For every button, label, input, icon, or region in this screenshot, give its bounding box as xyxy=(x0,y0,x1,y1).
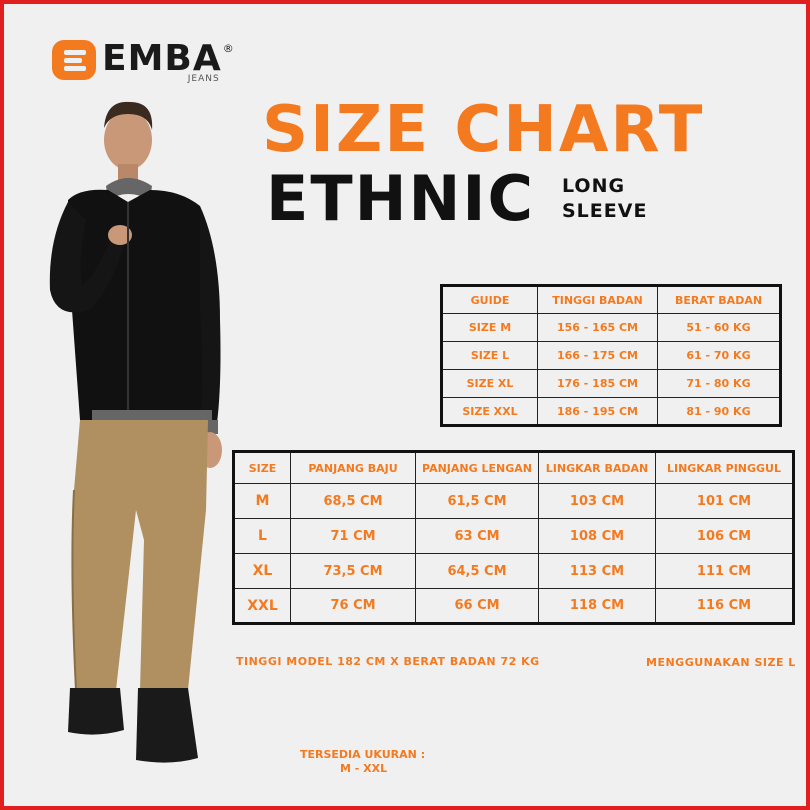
size-cell: 103 CM xyxy=(538,483,656,519)
size-cell: 116 CM xyxy=(655,588,794,624)
product-name: ETHNIC xyxy=(266,162,535,235)
guide-header-row: GUIDE TINGGI BADAN BERAT BADAN xyxy=(441,285,781,314)
size-cell: 71 CM xyxy=(290,518,416,554)
guide-cell: 71 - 80 KG xyxy=(657,369,781,398)
guide-header-cell: TINGGI BADAN xyxy=(537,285,658,314)
emba-logo-icon xyxy=(52,40,96,80)
variant-line-2: SLEEVE xyxy=(562,200,648,222)
size-table: SIZE PANJANG BAJU PANJANG LENGAN LINGKAR… xyxy=(232,450,795,625)
size-cell: 66 CM xyxy=(415,588,539,624)
size-cell: XXL xyxy=(233,588,291,624)
brand-logo: EMBA ® JEANS xyxy=(52,38,234,84)
size-header-cell: SIZE xyxy=(233,451,291,484)
guide-cell: 61 - 70 KG xyxy=(657,341,781,370)
size-cell: M xyxy=(233,483,291,519)
size-cell: 118 CM xyxy=(538,588,656,624)
size-header-cell: PANJANG BAJU xyxy=(290,451,416,484)
variant-line-1: LONG xyxy=(562,175,626,197)
available-sizes-range: M - XXL xyxy=(340,762,388,775)
size-cell: L xyxy=(233,518,291,554)
size-cell: 68,5 CM xyxy=(290,483,416,519)
size-row: XXL 76 CM 66 CM 118 CM 116 CM xyxy=(233,588,794,624)
size-header-cell: PANJANG LENGAN xyxy=(415,451,539,484)
model-measurement-note: TINGGI MODEL 182 CM X BERAT BADAN 72 KG xyxy=(236,655,540,668)
guide-cell: 166 - 175 CM xyxy=(537,341,658,370)
available-sizes-note: TERSEDIA UKURAN : M - XXL xyxy=(300,748,425,776)
guide-cell: SIZE M xyxy=(441,313,538,342)
guide-cell: 51 - 60 KG xyxy=(657,313,781,342)
size-cell: 76 CM xyxy=(290,588,416,624)
size-row: L 71 CM 63 CM 108 CM 106 CM xyxy=(233,518,794,554)
size-header-cell: LINGKAR PINGGUL xyxy=(655,451,794,484)
size-used-note: MENGGUNAKAN SIZE L xyxy=(646,656,796,669)
brand-name: EMBA xyxy=(102,38,222,79)
guide-row: SIZE XXL 186 - 195 CM 81 - 90 KG xyxy=(441,397,781,426)
size-row: M 68,5 CM 61,5 CM 103 CM 101 CM xyxy=(233,483,794,519)
size-cell: 106 CM xyxy=(655,518,794,554)
size-cell: 63 CM xyxy=(415,518,539,554)
size-cell: 101 CM xyxy=(655,483,794,519)
page-title: SIZE CHART xyxy=(262,93,705,167)
size-header-cell: LINGKAR BADAN xyxy=(538,451,656,484)
available-sizes-label: TERSEDIA UKURAN : xyxy=(300,748,426,761)
size-cell: 61,5 CM xyxy=(415,483,539,519)
size-cell: 113 CM xyxy=(538,553,656,589)
size-cell: 111 CM xyxy=(655,553,794,589)
size-cell: 108 CM xyxy=(538,518,656,554)
size-cell: 64,5 CM xyxy=(415,553,539,589)
guide-cell: SIZE L xyxy=(441,341,538,370)
guide-cell: 176 - 185 CM xyxy=(537,369,658,398)
model-photo xyxy=(49,101,222,763)
guide-cell: SIZE XXL xyxy=(441,397,538,426)
registered-mark: ® xyxy=(222,42,234,55)
guide-cell: SIZE XL xyxy=(441,369,538,398)
guide-header-cell: BERAT BADAN xyxy=(657,285,781,314)
guide-cell: 81 - 90 KG xyxy=(657,397,781,426)
guide-cell: 156 - 165 CM xyxy=(537,313,658,342)
size-cell: 73,5 CM xyxy=(290,553,416,589)
size-header-row: SIZE PANJANG BAJU PANJANG LENGAN LINGKAR… xyxy=(233,451,794,484)
guide-row: SIZE XL 176 - 185 CM 71 - 80 KG xyxy=(441,369,781,398)
product-variant: LONG SLEEVE xyxy=(562,174,647,224)
guide-row: SIZE L 166 - 175 CM 61 - 70 KG xyxy=(441,341,781,370)
size-cell: XL xyxy=(233,553,291,589)
guide-table: GUIDE TINGGI BADAN BERAT BADAN SIZE M 15… xyxy=(440,284,782,427)
guide-cell: 186 - 195 CM xyxy=(537,397,658,426)
guide-header-cell: GUIDE xyxy=(441,285,538,314)
brand-subtitle: JEANS xyxy=(187,74,220,84)
size-row: XL 73,5 CM 64,5 CM 113 CM 111 CM xyxy=(233,553,794,589)
guide-row: SIZE M 156 - 165 CM 51 - 60 KG xyxy=(441,313,781,342)
